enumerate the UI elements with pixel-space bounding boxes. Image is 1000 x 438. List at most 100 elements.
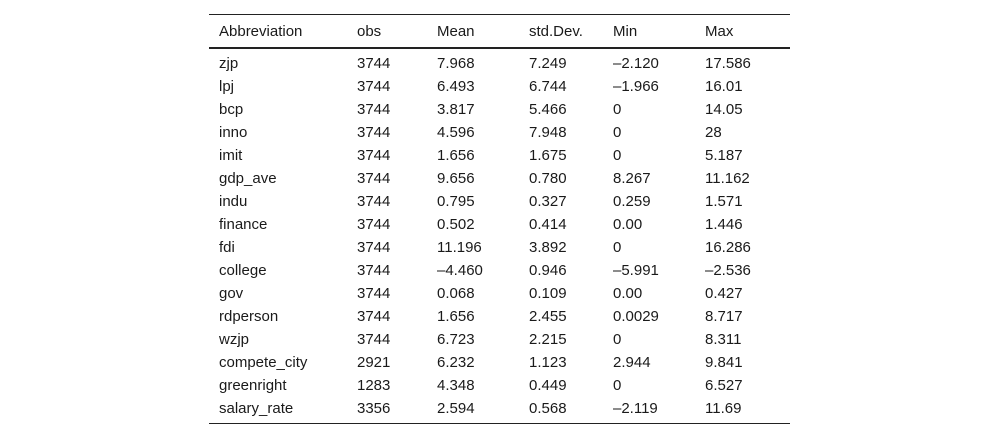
cell-mean: 0.502 [437, 216, 475, 233]
cell-max: 1.446 [705, 216, 743, 233]
cell-mean: 7.968 [437, 55, 475, 72]
cell-std-dev: 2.455 [529, 308, 567, 325]
cell-min: 0 [613, 239, 622, 256]
table-row: salary_rate 3356 2.594 0.568 –2.119 11.69 [209, 397, 790, 424]
cell-std-dev: 2.215 [529, 331, 567, 348]
cell-abbreviation: salary_rate [219, 400, 294, 417]
cell-max: 16.286 [705, 239, 751, 256]
cell-mean: 11.196 [437, 239, 482, 256]
cell-min: 0 [613, 147, 622, 164]
cell-min: –5.991 [613, 262, 659, 279]
cell-max: 16.01 [705, 78, 743, 95]
cell-obs: 1283 [357, 377, 391, 394]
table-row: compete_city 2921 6.232 1.123 2.944 9.841 [209, 351, 790, 374]
cell-mean: 6.723 [437, 331, 475, 348]
cell-obs: 3744 [357, 147, 391, 164]
table-row: finance 3744 0.502 0.414 0.00 1.446 [209, 213, 790, 236]
cell-std-dev: 5.466 [529, 101, 567, 118]
cell-max: 17.586 [705, 55, 751, 72]
header-max: Max [705, 22, 734, 40]
cell-std-dev: 0.568 [529, 400, 567, 417]
cell-mean: 6.232 [437, 354, 475, 371]
cell-abbreviation: wzjp [219, 331, 250, 348]
cell-obs: 2921 [357, 354, 391, 371]
cell-max: 11.69 [705, 400, 742, 417]
table-row: indu 3744 0.795 0.327 0.259 1.571 [209, 190, 790, 213]
cell-abbreviation: compete_city [219, 354, 308, 371]
cell-mean: 0.068 [437, 285, 475, 302]
cell-abbreviation: rdperson [219, 308, 279, 325]
cell-mean: –4.460 [437, 262, 483, 279]
cell-std-dev: 0.780 [529, 170, 567, 187]
cell-abbreviation: gdp_ave [219, 170, 277, 187]
cell-std-dev: 6.744 [529, 78, 567, 95]
cell-std-dev: 0.946 [529, 262, 567, 279]
cell-obs: 3744 [357, 193, 391, 210]
cell-abbreviation: college [219, 262, 267, 279]
cell-std-dev: 0.414 [529, 216, 567, 233]
cell-min: 0.00 [613, 216, 643, 233]
table-row: imit 3744 1.656 1.675 0 5.187 [209, 144, 790, 167]
cell-obs: 3744 [357, 124, 391, 141]
cell-obs: 3744 [357, 239, 391, 256]
cell-max: 1.571 [705, 193, 743, 210]
cell-obs: 3744 [357, 55, 391, 72]
table-row: gdp_ave 3744 9.656 0.780 8.267 11.162 [209, 167, 790, 190]
header-std-dev: std.Dev. [529, 22, 583, 40]
table-row: fdi 3744 11.196 3.892 0 16.286 [209, 236, 790, 259]
cell-min: –2.119 [613, 400, 658, 417]
cell-mean: 2.594 [437, 400, 475, 417]
table-row: bcp 3744 3.817 5.466 0 14.05 [209, 98, 790, 121]
table-row: greenright 1283 4.348 0.449 0 6.527 [209, 374, 790, 397]
table-row: zjp 3744 7.968 7.249 –2.120 17.586 [209, 48, 790, 75]
table-row: rdperson 3744 1.656 2.455 0.0029 8.717 [209, 305, 790, 328]
cell-abbreviation: inno [219, 124, 248, 141]
table-row: lpj 3744 6.493 6.744 –1.966 16.01 [209, 75, 790, 98]
table-row: wzjp 3744 6.723 2.215 0 8.311 [209, 328, 790, 351]
cell-abbreviation: zjp [219, 55, 239, 72]
cell-std-dev: 3.892 [529, 239, 567, 256]
header-mean: Mean [437, 22, 475, 40]
cell-mean: 9.656 [437, 170, 475, 187]
cell-std-dev: 0.327 [529, 193, 567, 210]
cell-max: 0.427 [705, 285, 743, 302]
cell-max: –2.536 [705, 262, 751, 279]
cell-min: 0 [613, 124, 622, 141]
header-min: Min [613, 22, 638, 40]
table-row: inno 3744 4.596 7.948 0 28 [209, 121, 790, 144]
cell-std-dev: 7.249 [529, 55, 567, 72]
cell-min: 0.259 [613, 193, 651, 210]
table-body: zjp 3744 7.968 7.249 –2.120 17.586 lpj 3744 6.49… [209, 48, 790, 424]
header-row: Abbreviation obs Mean std.Dev. Min Max [209, 14, 790, 48]
cell-obs: 3744 [357, 216, 391, 233]
cell-obs: 3744 [357, 101, 391, 118]
descriptive-statistics-table-container: Abbreviation obs Mean std.Dev. Min Max z… [209, 14, 790, 424]
cell-mean: 1.656 [437, 308, 475, 325]
cell-mean: 6.493 [437, 78, 475, 95]
cell-abbreviation: finance [219, 216, 268, 233]
cell-min: 0.00 [613, 285, 643, 302]
cell-min: 0 [613, 331, 622, 348]
cell-min: 0 [613, 101, 622, 118]
cell-max: 9.841 [705, 354, 743, 371]
cell-min: 2.944 [613, 354, 651, 371]
cell-abbreviation: fdi [219, 239, 235, 256]
cell-obs: 3744 [357, 170, 391, 187]
table-row: college 3744 –4.460 0.946 –5.991 –2.536 [209, 259, 790, 282]
cell-abbreviation: gov [219, 285, 244, 302]
cell-abbreviation: bcp [219, 101, 244, 118]
cell-max: 14.05 [705, 101, 743, 118]
cell-max: 6.527 [705, 377, 743, 394]
cell-min: 0.0029 [613, 308, 659, 325]
cell-obs: 3744 [357, 308, 391, 325]
cell-max: 5.187 [705, 147, 743, 164]
cell-obs: 3744 [357, 285, 391, 302]
cell-min: 0 [613, 377, 622, 394]
table-header: Abbreviation obs Mean std.Dev. Min Max [209, 14, 790, 48]
cell-max: 11.162 [705, 170, 750, 187]
cell-obs: 3356 [357, 400, 391, 417]
cell-max: 28 [705, 124, 722, 141]
cell-abbreviation: imit [219, 147, 243, 164]
cell-min: –2.120 [613, 55, 659, 72]
cell-mean: 4.348 [437, 377, 475, 394]
